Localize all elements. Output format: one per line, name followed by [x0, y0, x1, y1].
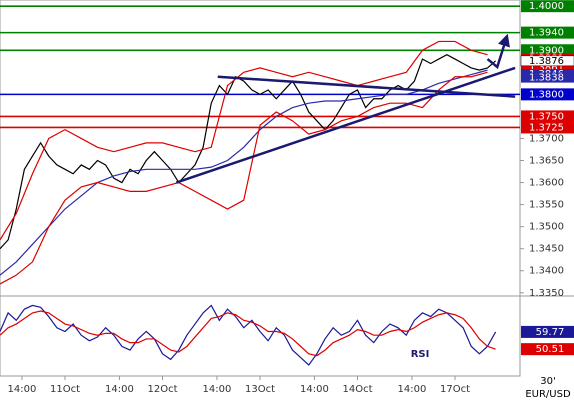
x-tick-label: 13Oct — [245, 384, 275, 395]
x-tick-label: 17Oct — [440, 384, 470, 395]
level-box — [521, 26, 574, 39]
y-tick-label: 1.3350 — [529, 288, 564, 299]
x-tick-label: 14:00 — [398, 384, 427, 395]
level-box — [521, 0, 574, 13]
level-label: 1.3800 — [529, 89, 564, 100]
x-tick-label: 14:00 — [8, 384, 37, 395]
price-marker-box — [521, 62, 574, 73]
trend-line — [217, 75, 516, 98]
price-marker-label: 1.3861 — [529, 62, 564, 73]
y-tick-label: 1.3500 — [529, 222, 564, 233]
y-tick-label: 1.3650 — [529, 156, 564, 167]
level-box — [521, 110, 574, 123]
level-label: 1.3725 — [529, 122, 564, 133]
x-tick-label: 11Oct — [50, 384, 80, 395]
rsi-value-box — [521, 325, 574, 338]
symbol: EUR/USD — [525, 389, 571, 400]
level-label: 1.3940 — [529, 28, 564, 39]
x-tick-label: 14:00 — [300, 384, 329, 395]
price-marker-label: 1.3838 — [529, 73, 564, 84]
series-line — [0, 71, 488, 285]
y-tick-label: 1.3600 — [529, 178, 564, 189]
forecast-arrow — [486, 33, 510, 70]
level-box — [521, 44, 574, 57]
level-label: 1.3900 — [529, 45, 564, 56]
series-line — [0, 304, 497, 366]
rsi-value-label: 59.77 — [536, 327, 565, 338]
level-box — [521, 121, 574, 134]
series-line — [0, 53, 497, 250]
plot-frame — [0, 0, 521, 377]
price-marker-box — [521, 72, 574, 83]
rsi-value-label: 50.51 — [536, 344, 565, 355]
series-line — [0, 310, 496, 357]
price-marker-box — [520, 55, 574, 67]
level-label: 1.3750 — [529, 111, 564, 122]
y-tick-label: 1.3700 — [529, 133, 564, 144]
price-marker-label: 1.3876 — [529, 56, 564, 67]
x-tick-label: 14:00 — [203, 384, 232, 395]
timeframe: 30' — [540, 376, 555, 387]
level-box — [521, 88, 574, 101]
series-line — [0, 69, 488, 276]
y-tick-label: 1.3450 — [529, 244, 564, 255]
x-tick-label: 14Oct — [342, 384, 372, 395]
x-tick-label: 14:00 — [105, 384, 134, 395]
y-tick-label: 1.3400 — [529, 266, 564, 277]
x-tick-label: 12Oct — [147, 384, 177, 395]
rsi-title: RSI — [411, 349, 430, 360]
y-tick-label: 1.3550 — [529, 200, 564, 211]
trend-line — [175, 66, 516, 184]
series-line — [0, 40, 488, 241]
rsi-value-box — [521, 343, 574, 356]
level-label: 1.4000 — [529, 1, 564, 12]
